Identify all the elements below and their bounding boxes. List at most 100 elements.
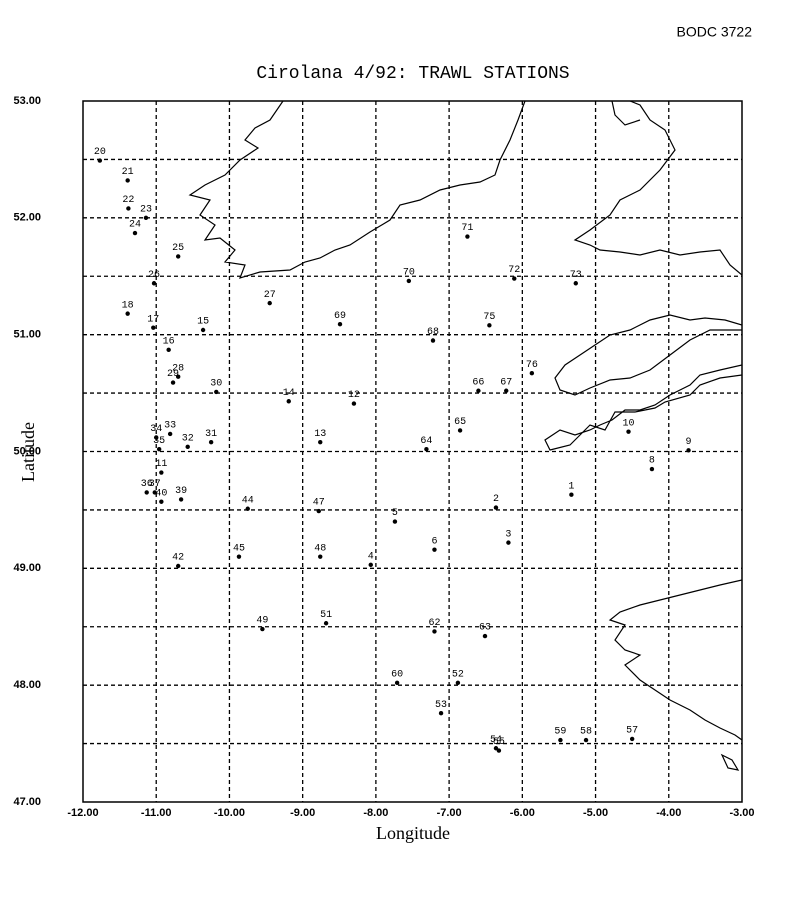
station-label: 33 bbox=[164, 421, 176, 432]
x-tick-label: -8.00 bbox=[363, 807, 388, 819]
station-label: 62 bbox=[428, 618, 440, 629]
station-label: 66 bbox=[472, 377, 484, 388]
chart-title: Cirolana 4/92: TRAWL STATIONS bbox=[256, 64, 569, 84]
station-point bbox=[151, 281, 157, 286]
station-point bbox=[286, 399, 291, 404]
station-point bbox=[368, 562, 373, 568]
station-point bbox=[132, 230, 138, 236]
station-point bbox=[245, 506, 250, 511]
station-label: 27 bbox=[264, 290, 276, 301]
x-tick-label: -10.00 bbox=[214, 807, 245, 819]
station-point bbox=[236, 554, 242, 559]
station-label: 55 bbox=[493, 737, 505, 748]
station-label: 54 bbox=[490, 735, 502, 746]
station-label: 69 bbox=[334, 311, 346, 322]
station-label: 51 bbox=[320, 610, 332, 621]
station-point bbox=[424, 446, 429, 452]
station-label: 75 bbox=[483, 312, 495, 323]
y-tick-label: 47.00 bbox=[13, 796, 41, 808]
x-tick-label: -4.00 bbox=[656, 807, 681, 819]
station-label: 49 bbox=[256, 616, 268, 627]
station-label: 15 bbox=[197, 317, 209, 328]
station-label: 76 bbox=[526, 360, 538, 371]
station-point bbox=[159, 499, 164, 504]
station-label: 17 bbox=[147, 314, 159, 325]
station-label: 1 bbox=[568, 481, 574, 492]
source-id: BODC 3722 bbox=[677, 24, 753, 40]
station-label: 42 bbox=[172, 553, 184, 564]
station-point bbox=[496, 748, 502, 753]
station-label: 47 bbox=[313, 498, 325, 509]
station-point bbox=[583, 737, 589, 743]
station-point bbox=[487, 323, 492, 328]
station-label: 67 bbox=[500, 377, 512, 388]
station-label: 57 bbox=[626, 726, 638, 737]
station-label: 60 bbox=[391, 669, 403, 680]
y-tick-label: 50.00 bbox=[13, 445, 41, 457]
station-label: 29 bbox=[167, 369, 179, 380]
x-tick-label: -3.00 bbox=[729, 807, 754, 819]
station-point bbox=[649, 466, 655, 472]
station-point bbox=[175, 563, 181, 569]
station-point bbox=[178, 497, 184, 502]
station-label: 11 bbox=[155, 459, 167, 470]
station-label: 36 bbox=[141, 479, 153, 490]
y-axis-label: Latitude bbox=[18, 422, 38, 482]
station-label: 26 bbox=[148, 270, 160, 281]
x-tick-label: -12.00 bbox=[67, 807, 98, 819]
station-label: 70 bbox=[403, 268, 415, 279]
station-point bbox=[159, 470, 164, 475]
station-point bbox=[316, 508, 321, 514]
station-label: 8 bbox=[649, 456, 655, 467]
station-label: 23 bbox=[140, 204, 152, 215]
station-point bbox=[337, 321, 343, 327]
station-point bbox=[506, 540, 511, 545]
station-point bbox=[318, 554, 323, 559]
station-point bbox=[152, 490, 157, 495]
x-tick-label: -7.00 bbox=[437, 807, 462, 819]
station-point bbox=[432, 547, 437, 552]
station-label: 14 bbox=[283, 388, 295, 399]
station-point bbox=[214, 389, 219, 395]
x-tick-label: -9.00 bbox=[290, 807, 315, 819]
station-label: 28 bbox=[172, 363, 184, 374]
station-point bbox=[394, 680, 400, 686]
station-label: 72 bbox=[508, 265, 520, 276]
station-label: 13 bbox=[314, 429, 326, 440]
station-point bbox=[686, 448, 691, 453]
station-label: 16 bbox=[163, 336, 175, 347]
station-point bbox=[351, 401, 357, 406]
station-point bbox=[493, 505, 499, 510]
station-point bbox=[143, 215, 149, 221]
y-tick-label: 52.00 bbox=[13, 212, 41, 224]
station-point bbox=[267, 300, 272, 306]
station-point bbox=[482, 633, 488, 639]
station-point bbox=[126, 206, 131, 211]
station-point bbox=[465, 234, 470, 239]
y-tick-label: 51.00 bbox=[13, 329, 41, 341]
station-label: 48 bbox=[314, 543, 326, 554]
station-label: 40 bbox=[155, 488, 167, 499]
station-point bbox=[629, 736, 635, 742]
station-point bbox=[406, 278, 412, 284]
station-point bbox=[125, 311, 130, 316]
station-point bbox=[504, 388, 509, 393]
station-point bbox=[430, 338, 436, 343]
station-point bbox=[573, 281, 578, 286]
station-label: 34 bbox=[150, 424, 162, 435]
station-label: 21 bbox=[122, 167, 134, 178]
station-label: 20 bbox=[94, 147, 106, 158]
station-label: 52 bbox=[452, 669, 464, 680]
station-label: 64 bbox=[420, 436, 432, 447]
station-label: 53 bbox=[435, 700, 447, 711]
station-label: 73 bbox=[570, 270, 582, 281]
station-point bbox=[166, 347, 171, 353]
station-label: 2 bbox=[493, 494, 499, 505]
y-tick-label: 53.00 bbox=[13, 95, 41, 107]
station-label: 4 bbox=[368, 551, 374, 562]
station-label: 9 bbox=[686, 437, 692, 448]
station-point bbox=[455, 680, 461, 686]
x-tick-label: -11.00 bbox=[141, 807, 172, 819]
x-axis-label: Longitude bbox=[376, 823, 450, 843]
station-point bbox=[167, 431, 173, 437]
